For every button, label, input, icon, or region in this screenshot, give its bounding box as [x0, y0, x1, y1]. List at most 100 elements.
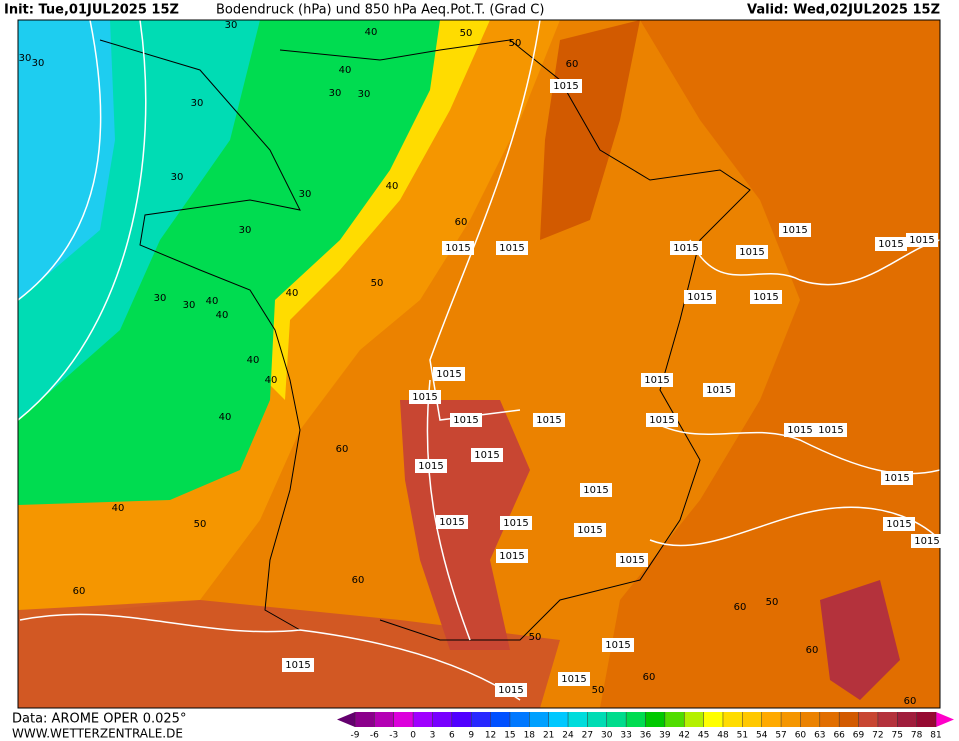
contour-label: 30	[154, 293, 167, 304]
colorbar-tick-label: -9	[351, 731, 360, 741]
colorbar-under	[337, 712, 355, 727]
field-region	[540, 20, 640, 240]
contour-label: 1015	[605, 640, 630, 651]
colorbar-swatch	[471, 712, 491, 727]
contour-label: 30	[329, 88, 342, 99]
colorbar-swatch	[626, 712, 646, 727]
contour-label: 1015	[884, 473, 909, 484]
contour-label: 1015	[706, 385, 731, 396]
contour-label: 1015	[498, 685, 523, 696]
field-region	[600, 20, 940, 708]
colorbar-tick-label: 0	[410, 731, 416, 741]
colorbar: -9 -6 -3 0 3 6 9 12 15 18 21 24 27 30 33 36 39 42 45 48 51 54…	[337, 712, 954, 741]
colorbar-tick-label: 63	[814, 731, 825, 741]
colorbar-swatch	[722, 712, 743, 727]
contour-label: 1015	[577, 525, 602, 536]
label-box	[436, 515, 468, 529]
contour-label: 1015	[753, 292, 778, 303]
contour-label: 1015	[412, 392, 437, 403]
label-box	[883, 517, 915, 531]
colorbar-tick-label: 18	[524, 731, 536, 741]
colorbar-swatch	[355, 712, 375, 727]
label-box	[496, 241, 528, 255]
label-box	[282, 658, 314, 672]
contour-label: 30	[225, 20, 238, 31]
valid-time: Valid: Wed,02JUL2025 15Z	[747, 3, 940, 18]
colorbar-tick-label: 66	[833, 731, 845, 741]
colorbar-tick-label: 6	[449, 731, 455, 741]
label-box	[646, 413, 678, 427]
contour-label: 1015	[687, 292, 712, 303]
contour-label: 30	[358, 89, 371, 100]
contour-label: 1015	[436, 369, 461, 380]
coastline	[99, 39, 301, 631]
label-box	[684, 290, 716, 304]
contour-label: 60	[352, 575, 365, 586]
label-box	[602, 638, 634, 652]
contour-label: 1015	[536, 415, 561, 426]
colorbar-tick-label: 27	[582, 731, 593, 741]
contour-label: 60	[566, 59, 579, 70]
colorbar-tick-label: 78	[911, 731, 923, 741]
contour-label: 40	[265, 375, 278, 386]
contour-label: 1015	[499, 243, 524, 254]
contour-label: 40	[219, 412, 232, 423]
label-box	[784, 423, 816, 437]
contour-label: 1015	[503, 518, 528, 529]
contour-label: 1015	[474, 450, 499, 461]
map	[18, 20, 940, 708]
contour-label: 1015	[619, 555, 644, 566]
contour-label: 30	[19, 53, 32, 64]
contour-label: 1015	[782, 225, 807, 236]
label-box	[433, 367, 465, 381]
label-box	[750, 290, 782, 304]
contour-label: 50	[592, 685, 605, 696]
colorbar-swatch	[645, 712, 665, 727]
label-box	[500, 516, 532, 530]
border	[279, 39, 751, 641]
contour-label: 60	[904, 696, 917, 707]
field-region	[18, 600, 560, 708]
contour-label: 1015	[649, 415, 674, 426]
label-box	[495, 683, 527, 697]
colorbar-swatch	[916, 712, 936, 727]
colorbar-swatch	[800, 712, 820, 727]
contour-label: 1015	[285, 660, 310, 671]
label-box	[703, 383, 735, 397]
label-box	[641, 373, 673, 387]
label-box	[779, 223, 811, 237]
colorbar-tick-label: 24	[562, 731, 574, 741]
colorbar-swatch	[529, 712, 549, 727]
colorbar-swatch	[413, 712, 433, 727]
label-box	[906, 233, 938, 247]
contour-label: 1015	[418, 461, 443, 472]
map-title: Bodendruck (hPa) und 850 hPa Aeq.Pot.T. …	[216, 3, 544, 18]
colorbar-swatch	[839, 712, 859, 727]
colorbar-tick-label: 54	[756, 731, 768, 741]
colorbar-tick-label: 39	[659, 731, 671, 741]
colorbar-tick-label: -6	[370, 731, 379, 741]
colorbar-swatch	[742, 712, 762, 727]
contour-label: 40	[206, 296, 219, 307]
colorbar-tick-label: -3	[389, 731, 398, 741]
colorbar-tick-label: 69	[853, 731, 865, 741]
colorbar-swatch	[490, 712, 510, 727]
colorbar-tick-label: 45	[698, 731, 709, 741]
label-box	[736, 245, 768, 259]
contour-label: 60	[73, 586, 86, 597]
contour-label: 1015	[439, 517, 464, 528]
colorbar-swatch	[684, 712, 704, 727]
label-box	[881, 471, 913, 485]
contour-label: 60	[336, 444, 349, 455]
contour-label: 1015	[583, 485, 608, 496]
colorbar-tick-label: 57	[775, 731, 786, 741]
colorbar-tick-label: 33	[620, 731, 631, 741]
field-region	[250, 20, 490, 400]
colorbar-tick-label: 12	[485, 731, 496, 741]
colorbar-swatch	[509, 712, 530, 727]
field-region	[820, 580, 900, 700]
colorbar-swatch	[877, 712, 898, 727]
label-box	[415, 459, 447, 473]
contour-label: 1015	[878, 239, 903, 250]
